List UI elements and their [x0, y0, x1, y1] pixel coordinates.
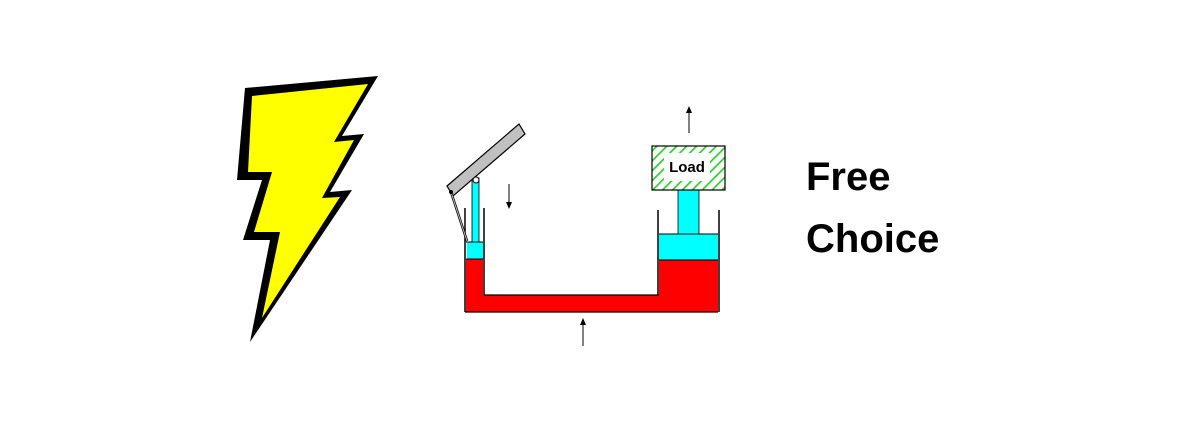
hydraulic-fluid [466, 259, 718, 312]
hydraulic-press-diagram: Load [446, 106, 726, 346]
caption: Free Choice [806, 146, 986, 270]
up-arrow-icon [580, 318, 586, 346]
load-block: Load [651, 145, 726, 191]
caption-line-1: Free [806, 155, 891, 199]
down-arrow-icon [506, 184, 512, 209]
large-cylinder [657, 189, 720, 312]
caption-line-2: Choice [806, 217, 940, 261]
load-label: Load [669, 159, 705, 176]
lightning-bolt-icon [237, 76, 378, 342]
pump-lever [446, 123, 526, 242]
up-arrow-icon [686, 106, 692, 133]
